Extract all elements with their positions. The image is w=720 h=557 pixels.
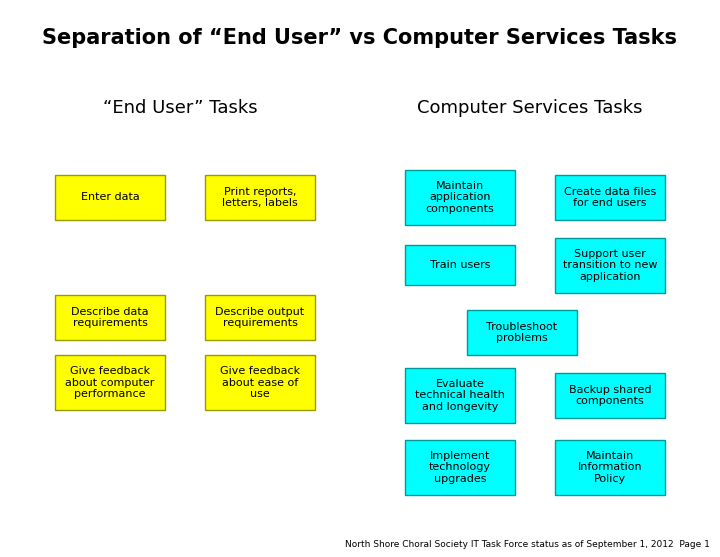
Text: Troubleshoot
problems: Troubleshoot problems [487,322,557,343]
Text: North Shore Choral Society IT Task Force status as of September 1, 2012  Page 1: North Shore Choral Society IT Task Force… [345,540,710,549]
Text: Describe data
requirements: Describe data requirements [71,307,149,328]
FancyBboxPatch shape [205,355,315,410]
Text: Computer Services Tasks: Computer Services Tasks [418,99,643,117]
Text: Print reports,
letters, labels: Print reports, letters, labels [222,187,298,208]
Text: Separation of “End User” vs Computer Services Tasks: Separation of “End User” vs Computer Ser… [42,28,678,48]
FancyBboxPatch shape [555,440,665,495]
Text: Backup shared
components: Backup shared components [569,385,652,406]
Text: Implement
technology
upgrades: Implement technology upgrades [429,451,491,484]
FancyBboxPatch shape [405,170,515,225]
FancyBboxPatch shape [467,310,577,355]
Text: Evaluate
technical health
and longevity: Evaluate technical health and longevity [415,379,505,412]
FancyBboxPatch shape [405,245,515,285]
FancyBboxPatch shape [405,440,515,495]
Text: Maintain
application
components: Maintain application components [426,181,495,214]
Text: Maintain
Information
Policy: Maintain Information Policy [577,451,642,484]
Text: “End User” Tasks: “End User” Tasks [103,99,257,117]
Text: Train users: Train users [430,260,490,270]
FancyBboxPatch shape [205,295,315,340]
FancyBboxPatch shape [55,295,165,340]
Text: Enter data: Enter data [81,193,140,203]
Text: Give feedback
about computer
performance: Give feedback about computer performance [66,366,155,399]
Text: Give feedback
about ease of
use: Give feedback about ease of use [220,366,300,399]
Text: Create data files
for end users: Create data files for end users [564,187,656,208]
FancyBboxPatch shape [555,175,665,220]
Text: Support user
transition to new
application: Support user transition to new applicati… [563,249,657,282]
FancyBboxPatch shape [55,355,165,410]
FancyBboxPatch shape [205,175,315,220]
FancyBboxPatch shape [55,175,165,220]
FancyBboxPatch shape [405,368,515,423]
FancyBboxPatch shape [555,373,665,418]
Text: Describe output
requirements: Describe output requirements [215,307,305,328]
FancyBboxPatch shape [555,238,665,293]
